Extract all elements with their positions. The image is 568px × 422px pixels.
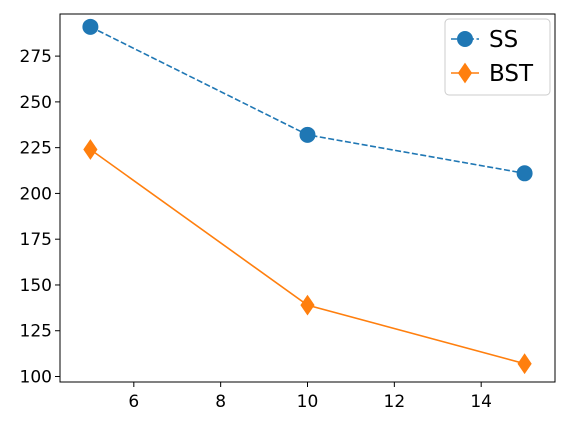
y-tick-label: 225 [20, 139, 52, 159]
y-tick-label: 275 [20, 47, 52, 67]
series-line-bst [89, 148, 525, 365]
x-tick-label: 6 [128, 392, 139, 412]
y-tick-label: 250 [20, 93, 52, 113]
y-tick-label: 150 [20, 276, 52, 296]
y-tick-label: 100 [20, 368, 52, 388]
data-point-bst [83, 139, 98, 160]
y-tick-label: 125 [20, 322, 52, 342]
data-point-ss [516, 165, 533, 182]
y-tick-label: 200 [20, 184, 52, 204]
legend-label-ss: SS [489, 27, 518, 53]
x-tick-label: 12 [384, 392, 406, 412]
x-tick-label: 14 [470, 392, 492, 412]
legend-marker-bst [457, 62, 473, 84]
x-tick-label: 8 [215, 392, 226, 412]
plot-area-frame [59, 13, 556, 383]
y-tick-label: 175 [20, 230, 52, 250]
data-point-ss [299, 126, 316, 143]
legend-marker-ss [457, 31, 473, 47]
plot-series [82, 18, 533, 375]
data-point-ss [82, 18, 99, 35]
y-axis: 100 125 150 175 200 225 250 275 [20, 47, 60, 388]
data-point-bst [517, 353, 532, 375]
x-tick-label: 10 [297, 392, 319, 412]
x-axis: 6 8 10 12 14 [128, 382, 492, 412]
legend-label-bst: BST [489, 61, 534, 87]
legend: SS BST [444, 18, 551, 96]
data-point-bst [300, 294, 315, 316]
